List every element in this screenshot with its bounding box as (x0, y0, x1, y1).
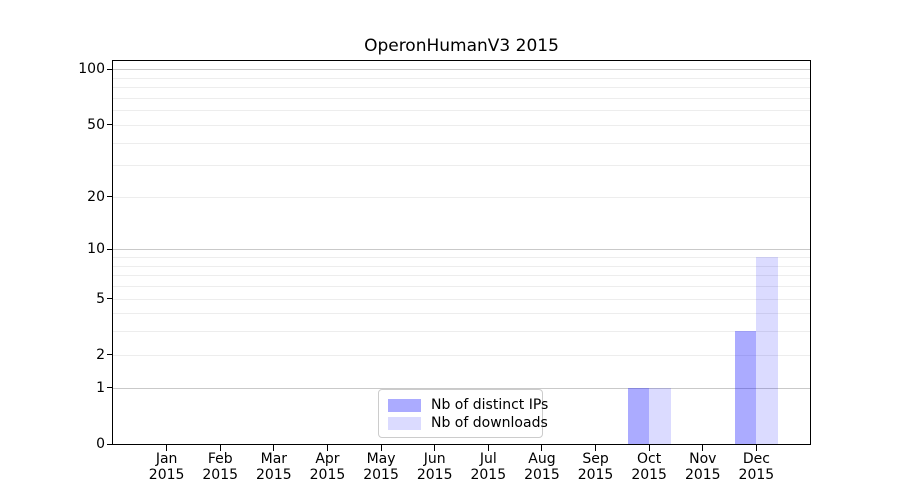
y-tick (107, 387, 113, 389)
y-tick-label: 100 (78, 61, 105, 78)
legend-swatch-distinct-ips (388, 398, 421, 412)
legend-label-downloads: Nb of downloads (431, 415, 548, 431)
y-minor-gridline (113, 275, 810, 277)
y-major-gridline (113, 249, 810, 251)
year-label: 2015 (256, 467, 292, 483)
x-tick-label-jan: Jan 2015 (135, 451, 199, 483)
month-label: Apr (315, 451, 340, 467)
y-minor-gridline (113, 257, 810, 259)
y-tick-label: 10 (87, 241, 105, 258)
x-tick (541, 445, 543, 451)
month-label: May (366, 451, 396, 467)
y-tick (107, 443, 113, 445)
x-tick-label-dec: Dec 2015 (724, 451, 788, 483)
year-label: 2015 (309, 467, 346, 483)
month-label: Mar (260, 451, 288, 467)
x-tick (166, 445, 168, 451)
month-label: Sep (582, 451, 609, 467)
y-minor-gridline (113, 313, 810, 315)
x-tick-label-jun: Jun 2015 (403, 451, 467, 483)
x-tick-label-apr: Apr 2015 (295, 451, 359, 483)
y-minor-gridline (113, 165, 810, 167)
y-tick (107, 68, 113, 70)
year-label: 2015 (470, 467, 507, 483)
legend: Nb of distinct IPs Nb of downloads (378, 389, 548, 438)
x-tick (487, 445, 489, 451)
y-minor-gridline (113, 354, 810, 356)
legend-swatch-downloads (388, 416, 421, 430)
month-label: Oct (637, 451, 662, 467)
y-minor-gridline (113, 196, 810, 198)
x-tick-label-mar: Mar 2015 (242, 451, 306, 483)
x-tick-label-nov: Nov 2015 (671, 451, 735, 483)
y-major-gridline (113, 387, 810, 389)
month-label: Nov (689, 451, 717, 467)
y-tick (107, 124, 113, 126)
x-tick (326, 445, 328, 451)
y-tick-label: 20 (87, 188, 105, 205)
x-tick-label-may: May 2015 (349, 451, 413, 483)
plot-area (112, 60, 811, 445)
x-tick-label-sep: Sep 2015 (564, 451, 628, 483)
y-minor-gridline (113, 97, 810, 99)
y-tick-label: 2 (96, 346, 105, 363)
x-tick-label-aug: Aug 2015 (510, 451, 574, 483)
legend-label-distinct-ips: Nb of distinct IPs (431, 397, 549, 413)
y-tick (107, 196, 113, 198)
year-label: 2015 (684, 467, 721, 483)
year-label: 2015 (202, 467, 239, 483)
year-label: 2015 (524, 467, 560, 483)
y-tick (107, 248, 113, 250)
month-label: Feb (207, 451, 233, 467)
x-tick (755, 445, 757, 451)
y-minor-gridline (113, 87, 810, 89)
y-tick (107, 354, 113, 356)
x-tick (380, 445, 382, 451)
x-tick (434, 445, 436, 451)
x-tick-label-jul: Jul 2015 (456, 451, 520, 483)
y-minor-gridline (113, 142, 810, 144)
year-label: 2015 (148, 467, 185, 483)
x-tick (648, 445, 650, 451)
year-label: 2015 (416, 467, 453, 483)
year-label: 2015 (577, 467, 614, 483)
year-label: 2015 (738, 467, 775, 483)
month-label: Aug (528, 451, 556, 467)
chart-title: OperonHumanV3 2015 (364, 36, 559, 56)
bar-distinct-ips-dec (734, 331, 757, 444)
x-tick (595, 445, 597, 451)
legend-item-downloads: Nb of downloads (388, 414, 548, 432)
x-tick (219, 445, 221, 451)
year-label: 2015 (363, 467, 399, 483)
bar-downloads-dec (756, 257, 778, 444)
bar-downloads-oct (649, 387, 671, 444)
y-major-gridline (113, 69, 810, 71)
y-minor-gridline (113, 110, 810, 112)
month-label: Jan (155, 451, 178, 467)
y-minor-gridline (113, 77, 810, 79)
y-minor-gridline (113, 286, 810, 288)
y-minor-gridline (113, 331, 810, 333)
year-label: 2015 (631, 467, 667, 483)
y-tick-label: 50 (87, 116, 105, 133)
legend-item-distinct-ips: Nb of distinct IPs (388, 396, 548, 414)
y-minor-gridline (113, 265, 810, 267)
y-tick (107, 298, 113, 300)
y-tick-label: 5 (96, 290, 105, 307)
y-tick-label: 1 (96, 379, 105, 396)
x-tick-label-oct: Oct 2015 (617, 451, 681, 483)
x-tick-label-feb: Feb 2015 (188, 451, 252, 483)
month-label: Jun (423, 451, 446, 467)
month-label: Dec (742, 451, 770, 467)
y-tick-label: 0 (96, 436, 105, 452)
x-tick (273, 445, 275, 451)
y-minor-gridline (113, 124, 810, 126)
x-tick (702, 445, 704, 451)
month-label: Jul (479, 451, 497, 467)
bar-distinct-ips-oct (627, 387, 650, 444)
y-minor-gridline (113, 298, 810, 300)
